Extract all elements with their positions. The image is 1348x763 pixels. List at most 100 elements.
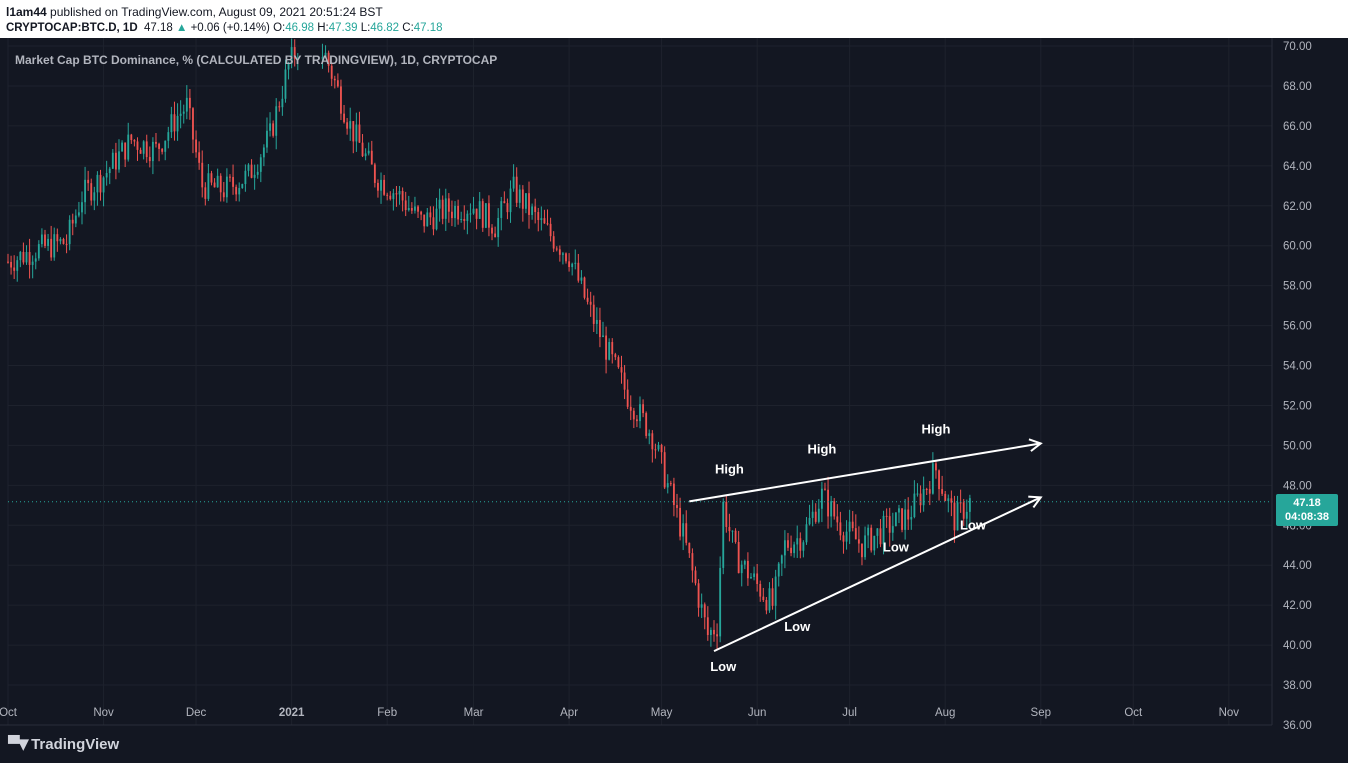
candle-body [392, 193, 395, 200]
candle-body [173, 114, 176, 132]
candle-body [373, 164, 376, 183]
candle-body [888, 516, 891, 533]
candle-body [731, 530, 734, 532]
low-label: Low [883, 539, 910, 554]
y-tick-label: 38.00 [1283, 680, 1312, 692]
candle-body [574, 262, 577, 264]
x-tick-label: Jul [842, 707, 857, 719]
candle-body [657, 444, 660, 450]
last-price: 47.18 [144, 22, 173, 34]
ohlc-line: CRYPTOCAP:BTC.D, 1D 47.18 ▲ +0.06 (+0.14… [6, 22, 443, 34]
candle-body [558, 249, 561, 255]
candle-body [845, 531, 848, 542]
candle-body [941, 489, 944, 494]
candle-body [491, 227, 493, 234]
candle-body [938, 470, 940, 490]
symbol-label: CRYPTOCAP:BTC.D, 1D [6, 22, 138, 34]
candle-body [56, 234, 59, 242]
open-label: O: [273, 22, 286, 34]
candle-body [219, 175, 222, 193]
candle-body [47, 238, 50, 246]
candle-body [589, 301, 592, 305]
candle-body [151, 141, 154, 162]
candle-body [922, 488, 925, 506]
candle-body [654, 449, 657, 451]
candle-body [377, 182, 379, 191]
x-tick-label: Nov [1219, 707, 1240, 719]
change-value: +0.06 (+0.14%) [190, 22, 270, 34]
candle-body [639, 404, 641, 422]
candle-body [451, 211, 453, 219]
candle-body [864, 535, 866, 558]
candle-body [142, 141, 145, 154]
high-label: High [807, 441, 836, 456]
candle-body [861, 543, 863, 558]
candle-body [259, 157, 262, 172]
candle-body [136, 141, 139, 150]
candle-body [756, 573, 759, 584]
candle-body [660, 444, 663, 453]
candle-body [833, 501, 836, 517]
candle-body [820, 488, 823, 509]
candle-body [783, 540, 786, 556]
candle-body [346, 122, 349, 129]
candle-body [602, 335, 604, 338]
price-chart[interactable]: 36.0038.0040.0042.0044.0046.0048.0050.00… [0, 38, 1348, 763]
candle-body [953, 502, 956, 531]
candle-body [247, 164, 250, 171]
candle-body [195, 139, 197, 153]
candle-body [244, 170, 247, 185]
candle-body [389, 195, 392, 200]
candle-body [494, 233, 497, 238]
candle-body [222, 192, 225, 198]
candle-body [155, 141, 157, 144]
candle-body [87, 179, 90, 184]
publish-line: l1am44 published on TradingView.com, Aug… [6, 5, 383, 19]
candle-body [148, 157, 151, 162]
author-name[interactable]: l1am44 [6, 5, 47, 19]
candle-body [192, 108, 194, 140]
candle-body [919, 493, 922, 506]
candle-body [7, 261, 9, 263]
x-tick-label: Oct [1124, 707, 1143, 719]
candle-body [592, 304, 595, 324]
candle-body [854, 528, 857, 540]
candle-body [509, 188, 512, 213]
candle-body [447, 198, 450, 212]
candle-body [207, 173, 210, 199]
candle-body [679, 507, 682, 537]
candle-body [546, 223, 549, 225]
candle-body [130, 134, 133, 141]
candle-body [355, 124, 358, 142]
candle-body [74, 215, 77, 224]
candle-body [352, 121, 355, 142]
candle-body [13, 267, 16, 271]
candle-body [269, 123, 271, 131]
candle-body [420, 211, 423, 215]
candle-body [188, 97, 191, 109]
candle-body [111, 152, 114, 169]
candle-body [53, 234, 56, 258]
candle-body [250, 164, 253, 178]
candle-body [580, 277, 583, 281]
candle-body [127, 134, 130, 160]
candle-body [108, 168, 111, 174]
candle-body [176, 115, 179, 132]
candle-body [904, 509, 907, 530]
candle-body [746, 560, 749, 579]
candle-body [179, 113, 182, 116]
candle-body [598, 319, 601, 338]
candle-body [65, 243, 68, 245]
candle-body [225, 176, 228, 198]
x-tick-label: Apr [560, 707, 578, 719]
candle-body [925, 488, 928, 490]
candle-body [913, 493, 916, 517]
candle-body [666, 483, 669, 488]
high-label: High [922, 421, 951, 436]
tradingview-logo[interactable]: ▀▼ TradingView [8, 735, 119, 753]
candle-body [500, 201, 503, 218]
candle-body [364, 153, 367, 157]
candle-body [780, 555, 783, 564]
chart-area[interactable]: 36.00 38.00 40.00 42.00 44.00 46.00 48.00 50.00… [0, 38, 1348, 763]
y-tick-label: 58.00 [1283, 281, 1312, 293]
